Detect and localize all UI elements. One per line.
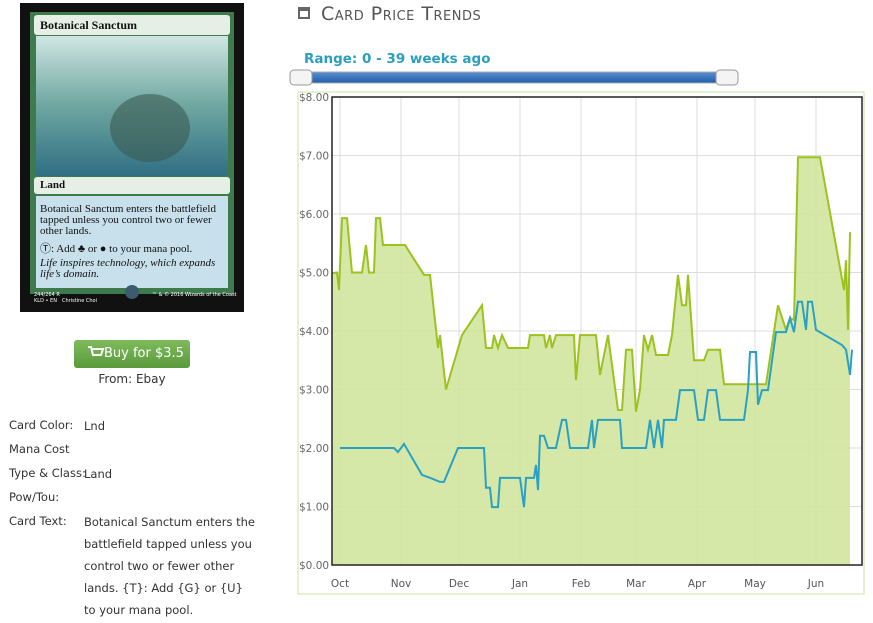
x-tick-label: Mar: [626, 578, 646, 590]
y-tick-label: $2.00: [299, 443, 329, 455]
detail-label: Mana Cost: [9, 442, 70, 456]
y-tick-label: $3.00: [299, 385, 329, 397]
slider-handle[interactable]: [289, 69, 313, 86]
y-tick-label: $0.00: [299, 560, 329, 572]
y-tick-label: $1.00: [299, 502, 329, 514]
x-tick-label: Feb: [572, 578, 591, 590]
y-tick-label: $7.00: [299, 151, 329, 163]
x-tick-label: May: [744, 578, 766, 590]
plot-border: [331, 96, 863, 566]
area-fill: [332, 157, 850, 565]
card-type: Land: [40, 179, 66, 191]
x-tick-label: Dec: [449, 578, 470, 590]
range-label: Range: 0 - 39 weeks ago: [304, 51, 491, 67]
detail-value: Land: [84, 467, 113, 481]
x-tick-label: Nov: [391, 578, 412, 590]
card-set: KLD • EN: [34, 298, 57, 304]
detail-label: Type & Class:: [9, 466, 86, 480]
detail-value: Lnd: [84, 419, 105, 433]
buy-button[interactable]: Buy for $3.5: [104, 346, 184, 361]
range-slider[interactable]: [289, 71, 739, 84]
cart-icon: [88, 346, 105, 356]
buy-source: From: Ebay: [98, 372, 166, 386]
chart: $0.00 $1.00 $2.00 $3.00 $4.00 $5.00 $6.00 $7.00…: [299, 92, 863, 590]
card-image: [20, 3, 244, 312]
price-line: [331, 156, 851, 412]
card-name: Botanical Sanctum: [40, 18, 138, 32]
y-tick-label: $8.00: [299, 92, 329, 104]
card-flavor: Life inspires technology, which expands …: [40, 257, 216, 280]
y-tick-label: $4.00: [299, 326, 329, 338]
buy-button-bg[interactable]: [74, 340, 190, 368]
x-tick-label: Apr: [688, 578, 707, 590]
detail-label: Card Text:: [9, 514, 67, 528]
detail-label: Pow/Tou:: [9, 490, 60, 504]
card-rules: Botanical Sanctum enters the battlefield…: [40, 203, 216, 237]
y-tick-label: $5.00: [299, 268, 329, 280]
card-mana-text: Ⓣ: Add ♣ or ● to your mana pool.: [40, 243, 193, 255]
chart-title: Card Price Trends: [321, 3, 482, 25]
x-tick-label: Oct: [331, 578, 349, 590]
slider-handle[interactable]: [715, 69, 739, 86]
detail-value: Botanical Sanctum enters the battlefield…: [84, 515, 255, 617]
card-artist: Christine Choi: [62, 298, 98, 304]
card-copyright: ™ & © 2016 Wizards of the Coast: [152, 292, 237, 298]
y-tick-label: $6.00: [299, 209, 329, 221]
card-collector: 244/264 R: [34, 292, 60, 298]
detail-label: Card Color:: [9, 418, 74, 432]
x-tick-label: Jan: [511, 578, 528, 590]
x-tick-label: Jun: [807, 578, 824, 590]
price-line: [340, 300, 853, 509]
